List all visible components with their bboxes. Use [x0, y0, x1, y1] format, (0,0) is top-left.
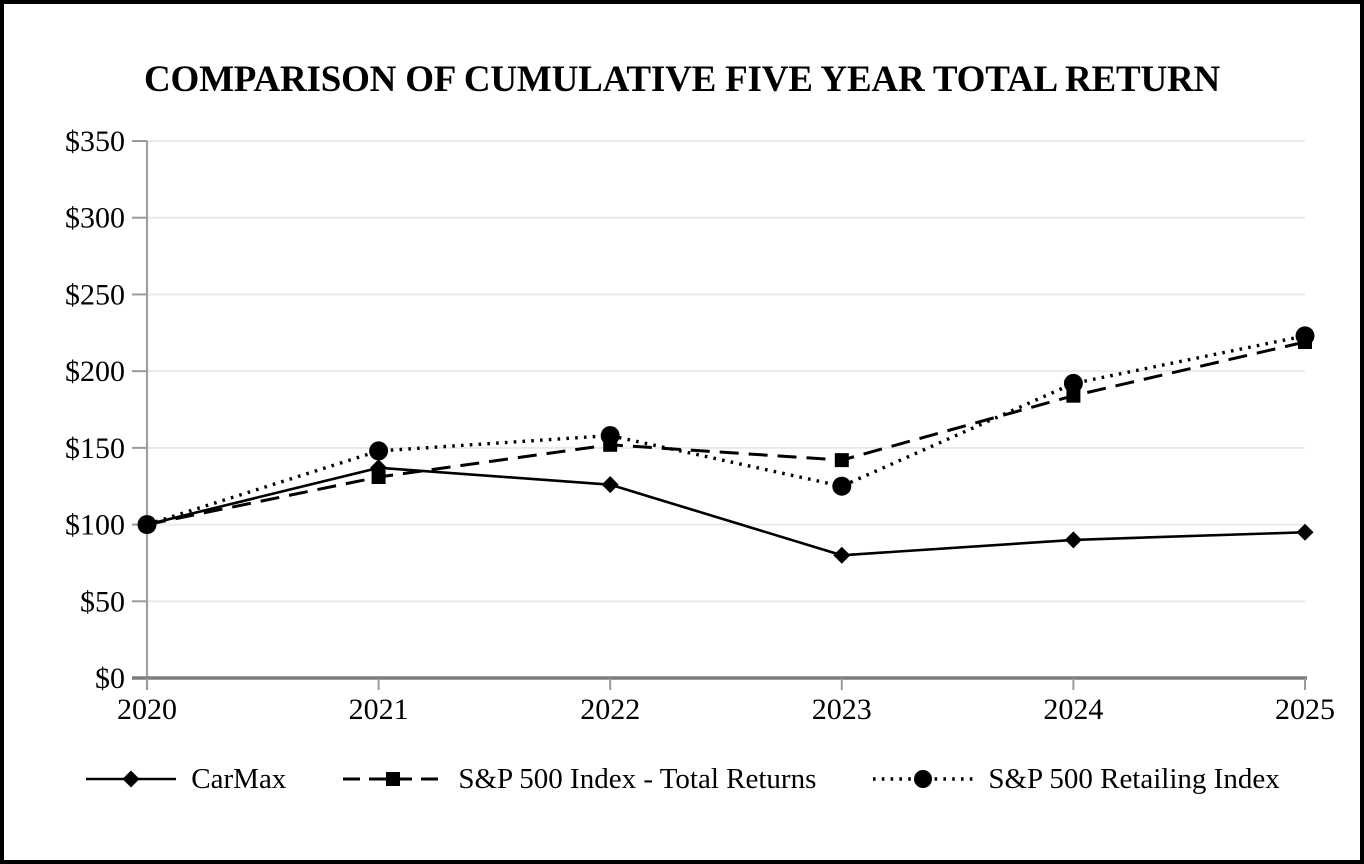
y-tick-label-250: $250	[65, 278, 125, 311]
legend-label-carmax: CarMax	[191, 762, 287, 795]
marker-diamond-0-5	[1296, 523, 1314, 541]
marker-circle-2-3	[832, 476, 852, 496]
y-tick-label-300: $300	[65, 202, 125, 235]
x-tick-label-2025: 2025	[1275, 693, 1335, 726]
x-tick-label-2022: 2022	[580, 693, 640, 726]
y-tick-label-150: $150	[65, 432, 125, 465]
y-tick-label-50: $50	[80, 585, 125, 618]
sp500-dashed-line-square-icon	[343, 772, 444, 786]
marker-circle-2-1	[369, 441, 389, 461]
marker-diamond-0-2	[601, 476, 619, 494]
x-tick-label-2021: 2021	[349, 693, 409, 726]
marker-square-1-3	[834, 453, 849, 468]
x-tick-label-2024: 2024	[1043, 693, 1103, 726]
marker-circle-2-4	[1063, 373, 1083, 393]
retailing-dotted-line-circle-icon	[873, 770, 974, 788]
legend-item-sp500-total-returns: S&P 500 Index - Total Returns	[341, 763, 816, 796]
y-tick-label-200: $200	[65, 355, 125, 388]
line-chart-plot-area: $0 $50 $100 $150 $200 $250 $300 $350 2020 2021 202…	[65, 125, 1335, 726]
marker-circle-2-5	[1295, 326, 1315, 346]
legend-label-sp500-retailing: S&P 500 Retailing Index	[988, 762, 1280, 795]
marker-circle-2-0	[137, 515, 157, 535]
marker-diamond-0-4	[1064, 531, 1082, 549]
y-tick-label-350: $350	[65, 125, 125, 158]
chart-legend: CarMax S&P 500 Index - Total Returns S&P…	[4, 754, 1360, 804]
y-tick-label-0: $0	[95, 662, 125, 695]
marker-diamond-0-3	[833, 546, 851, 564]
marker-square-1-1	[371, 470, 386, 485]
legend-item-carmax: CarMax	[84, 763, 286, 796]
legend-label-sp500-total-returns: S&P 500 Index - Total Returns	[458, 762, 817, 795]
chart-title: COMPARISON OF CUMULATIVE FIVE YEAR TOTAL…	[143, 59, 1221, 100]
series-line-2	[146, 334, 1306, 527]
carmax-solid-line-diamond-icon	[86, 770, 177, 788]
x-tick-label-2020: 2020	[117, 693, 177, 726]
legend-item-sp500-retailing: S&P 500 Retailing Index	[871, 762, 1280, 796]
series-line-0	[146, 466, 1306, 557]
marker-circle-2-2	[600, 426, 620, 446]
y-tick-label-100: $100	[65, 509, 125, 542]
series-line-1	[146, 340, 1306, 527]
x-tick-label-2023: 2023	[812, 693, 872, 726]
